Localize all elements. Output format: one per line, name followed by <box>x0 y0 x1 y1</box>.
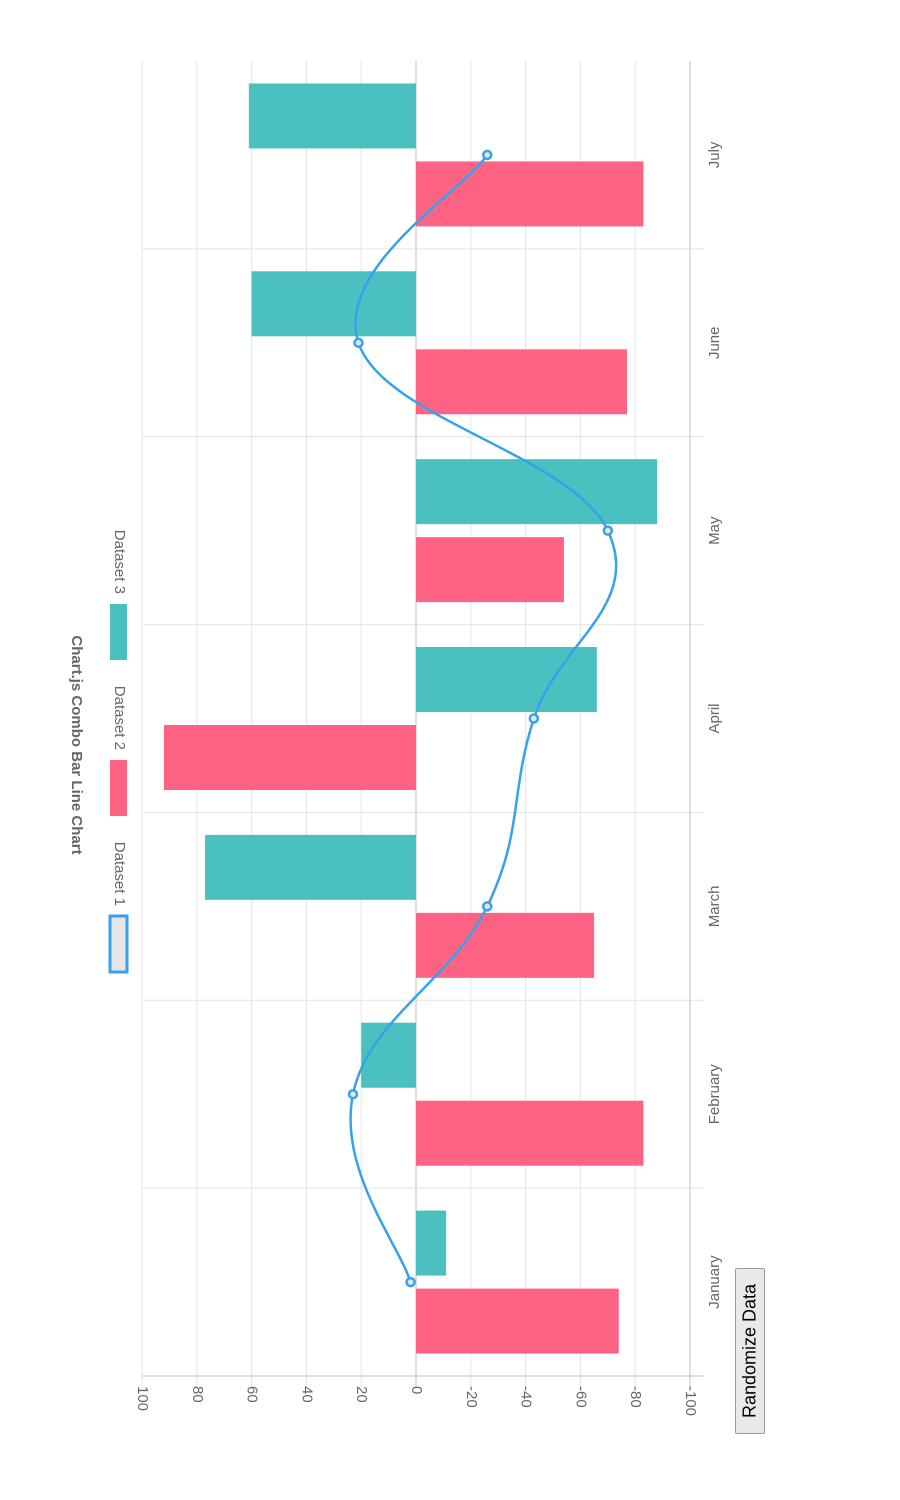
value-tick-label: 40 <box>298 1386 315 1403</box>
value-tick-label: -80 <box>627 1386 644 1408</box>
value-tick-label: 20 <box>353 1386 370 1403</box>
legend-label-dataset-1: Dataset 1 <box>111 842 128 906</box>
value-tick-label: 100 <box>134 1386 151 1411</box>
bars <box>163 83 658 1354</box>
legend-swatch-dataset-3 <box>110 604 127 660</box>
randomize-data-label: Randomize Data <box>739 1283 760 1419</box>
bar-dataset-2-january <box>416 1288 619 1354</box>
chart-title: Chart.js Combo Bar Line Chart <box>68 635 85 854</box>
legend[interactable]: Dataset 3 Dataset 2 Dataset 1 <box>108 530 129 974</box>
point-dataset-1-march <box>481 901 493 912</box>
bar-dataset-3-may <box>416 459 658 525</box>
value-tick-label: -40 <box>518 1386 535 1408</box>
bar-dataset-2-february <box>416 1100 644 1166</box>
bar-dataset-2-june <box>416 349 627 415</box>
grid <box>141 61 704 1388</box>
point-dataset-1-july <box>481 149 493 161</box>
bar-dataset-2-may <box>416 537 564 603</box>
bar-dataset-3-february <box>361 1022 416 1088</box>
bar-dataset-3-july <box>248 83 416 149</box>
value-axis-ticks: 100 80 60 40 20 0 -20 -40 -60 -80 -100 <box>134 1386 699 1416</box>
bar-dataset-2-april <box>163 725 416 790</box>
category-label-march: March <box>706 886 723 928</box>
line-series <box>347 149 618 1288</box>
legend-swatch-dataset-1 <box>108 914 129 974</box>
legend-label-dataset-3: Dataset 3 <box>111 530 128 594</box>
legend-label-dataset-2: Dataset 2 <box>111 686 128 750</box>
category-axis-ticks: January February March April May June July <box>706 141 723 1309</box>
category-label-june: June <box>706 327 723 360</box>
category-label-april: April <box>706 703 723 733</box>
category-label-may: May <box>706 516 723 545</box>
bar-dataset-3-march <box>205 834 416 900</box>
legend-swatch-dataset-2 <box>110 760 127 816</box>
value-tick-label: -20 <box>463 1386 480 1408</box>
category-label-july: July <box>706 141 723 168</box>
point-dataset-1-june <box>353 337 364 349</box>
value-tick-label: 60 <box>244 1386 261 1403</box>
bar-dataset-2-july <box>416 161 644 227</box>
point-dataset-1-january <box>405 1276 416 1288</box>
value-tick-label: 80 <box>189 1386 206 1403</box>
point-dataset-1-february <box>347 1088 359 1100</box>
bar-dataset-3-january <box>416 1210 447 1276</box>
point-dataset-1-april <box>528 713 540 724</box>
point-dataset-1-may <box>602 525 614 536</box>
value-tick-label: -100 <box>682 1386 699 1416</box>
category-label-january: January <box>706 1255 723 1309</box>
bar-dataset-3-june <box>251 271 416 337</box>
value-tick-label: -60 <box>572 1386 589 1408</box>
value-tick-label: 0 <box>408 1386 425 1394</box>
randomize-data-button[interactable]: Randomize Data <box>735 1268 765 1434</box>
category-label-february: February <box>706 1064 723 1125</box>
